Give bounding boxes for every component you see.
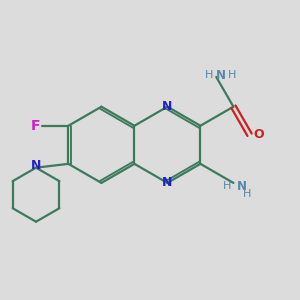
Text: N: N (215, 69, 225, 82)
Text: H: H (205, 70, 213, 80)
Text: H: H (223, 182, 231, 191)
Text: H: H (228, 70, 236, 80)
Text: F: F (31, 119, 40, 133)
Text: N: N (162, 176, 172, 189)
Text: N: N (237, 180, 247, 193)
Text: N: N (31, 159, 41, 172)
Text: N: N (162, 100, 172, 113)
Text: O: O (254, 128, 264, 141)
Text: H: H (242, 189, 251, 199)
